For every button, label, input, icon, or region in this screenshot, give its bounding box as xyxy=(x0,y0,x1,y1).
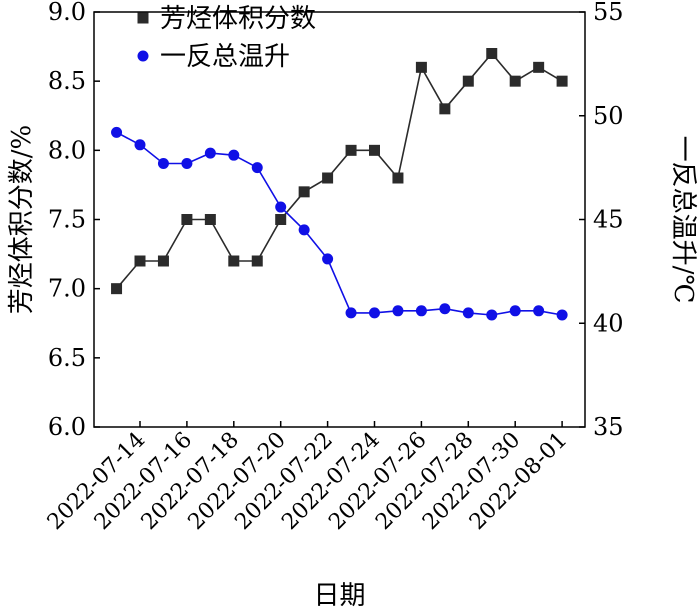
data-point-circle xyxy=(322,253,334,265)
data-point-square xyxy=(111,283,123,295)
legend-label-temperature-rise: 一反总温升 xyxy=(160,42,290,72)
data-point-circle xyxy=(134,139,146,151)
y-axis-right-title: 一反总温升/℃ xyxy=(668,136,698,304)
data-point-circle xyxy=(415,305,427,317)
y-left-tick-label: 9.0 xyxy=(48,0,86,26)
data-point-circle xyxy=(228,149,240,161)
y-left-tick-label: 7.5 xyxy=(48,206,86,234)
legend-marker-circle xyxy=(137,50,149,62)
data-point-square xyxy=(415,61,427,73)
y-right-tick-label: 50 xyxy=(593,102,624,130)
data-point-square xyxy=(157,255,169,267)
x-axis-title: 日期 xyxy=(313,581,365,611)
data-point-circle xyxy=(392,305,404,317)
y-right-tick-label: 45 xyxy=(593,206,624,234)
data-point-circle xyxy=(486,309,498,321)
data-point-square xyxy=(345,144,357,156)
y-right-tick-label: 55 xyxy=(593,0,624,26)
data-point-square xyxy=(392,172,404,184)
data-point-square xyxy=(228,255,240,267)
plot-frame xyxy=(93,11,586,428)
y-left-tick-label: 6.5 xyxy=(48,344,86,372)
data-point-square xyxy=(462,75,474,87)
data-point-circle xyxy=(509,305,521,317)
data-point-square xyxy=(369,144,380,156)
data-point-circle xyxy=(556,309,568,321)
legend-marker-square xyxy=(137,12,149,24)
data-point-square xyxy=(322,172,334,184)
data-point-square xyxy=(204,214,216,225)
series-line-0 xyxy=(115,52,563,290)
data-point-circle xyxy=(157,157,169,169)
series-layer xyxy=(111,48,568,321)
y-right-tick-label: 40 xyxy=(593,309,624,337)
data-point-circle xyxy=(111,126,123,138)
data-point-square xyxy=(181,214,193,225)
legend-label-aromatics: 芳烃体积分数 xyxy=(160,4,316,34)
data-point-square xyxy=(134,255,146,267)
data-point-circle xyxy=(275,201,287,213)
y-left-tick-label: 7.0 xyxy=(48,275,86,303)
data-point-circle xyxy=(533,305,545,317)
data-point-circle xyxy=(204,147,216,159)
y-axis-left-title: 芳烃体积分数/% xyxy=(7,125,37,314)
labels-layer: 日期 芳烃体积分数/% 一反总温升/℃ 芳烃体积分数 一反总温升 xyxy=(7,4,698,611)
data-point-square xyxy=(509,75,521,87)
y-left-tick-label: 8.0 xyxy=(48,136,86,164)
data-point-square xyxy=(533,61,545,73)
data-point-circle xyxy=(345,307,357,319)
axes-layer: 6.06.57.07.58.08.59.035404550552022-07-1… xyxy=(43,0,624,535)
data-point-square xyxy=(275,214,287,225)
data-point-circle xyxy=(369,307,380,319)
data-point-square xyxy=(556,75,568,87)
data-point-square xyxy=(251,255,263,267)
data-point-circle xyxy=(251,162,263,174)
data-point-square xyxy=(298,186,310,198)
data-point-circle xyxy=(298,224,310,236)
data-point-circle xyxy=(181,157,193,169)
data-point-circle xyxy=(462,307,474,319)
y-left-tick-label: 8.5 xyxy=(48,67,86,95)
data-point-circle xyxy=(439,303,451,315)
data-point-square xyxy=(439,103,451,115)
y-right-tick-label: 35 xyxy=(593,413,624,441)
data-point-square xyxy=(486,48,498,59)
y-left-tick-label: 6.0 xyxy=(48,413,86,441)
